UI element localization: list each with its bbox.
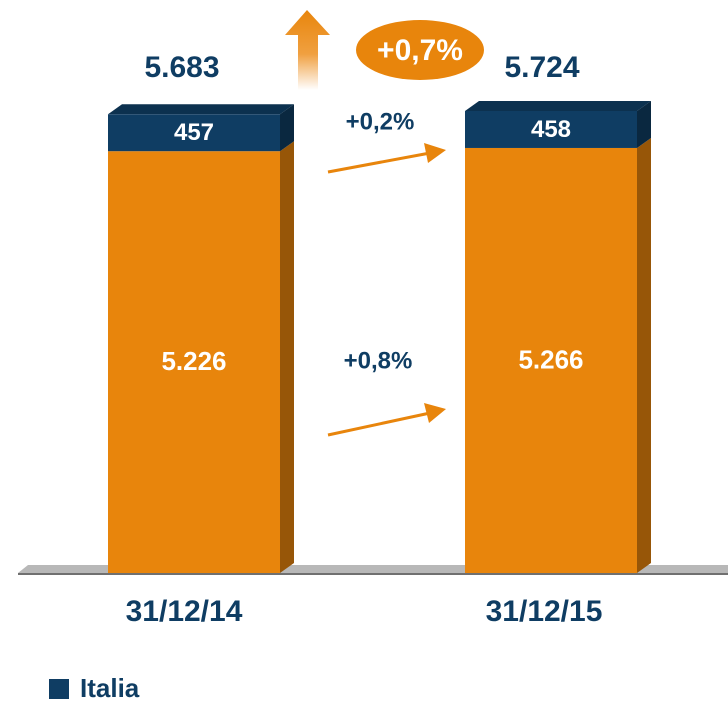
up-arrow <box>285 10 330 90</box>
bar-segment <box>108 114 280 152</box>
value-label: 458 <box>531 116 571 143</box>
bar-side <box>280 141 294 574</box>
bar-side <box>637 137 651 573</box>
bar-side <box>637 101 651 148</box>
bar-segment <box>465 111 637 148</box>
total-label: 5.683 <box>144 51 219 84</box>
legend-label: Italia <box>80 673 140 703</box>
change-label: +0,2% <box>346 108 415 135</box>
total-change: +0,7% <box>377 34 463 67</box>
change-label: +0,8% <box>344 347 413 374</box>
bar-segment <box>108 151 280 574</box>
x-tick-label: 31/12/15 <box>486 595 603 628</box>
value-label: 457 <box>174 119 214 146</box>
legend-swatch <box>49 679 69 699</box>
trend-arrows <box>327 143 446 437</box>
bar-segment <box>465 147 637 573</box>
bar-side <box>280 104 294 152</box>
value-label: 5.266 <box>518 344 583 374</box>
bar-top <box>108 104 294 115</box>
value-label: 5.226 <box>161 346 226 376</box>
total-label: 5.724 <box>504 51 579 84</box>
x-tick-label: 31/12/14 <box>126 595 243 628</box>
change-badge <box>356 20 484 80</box>
bar-top <box>465 101 651 111</box>
